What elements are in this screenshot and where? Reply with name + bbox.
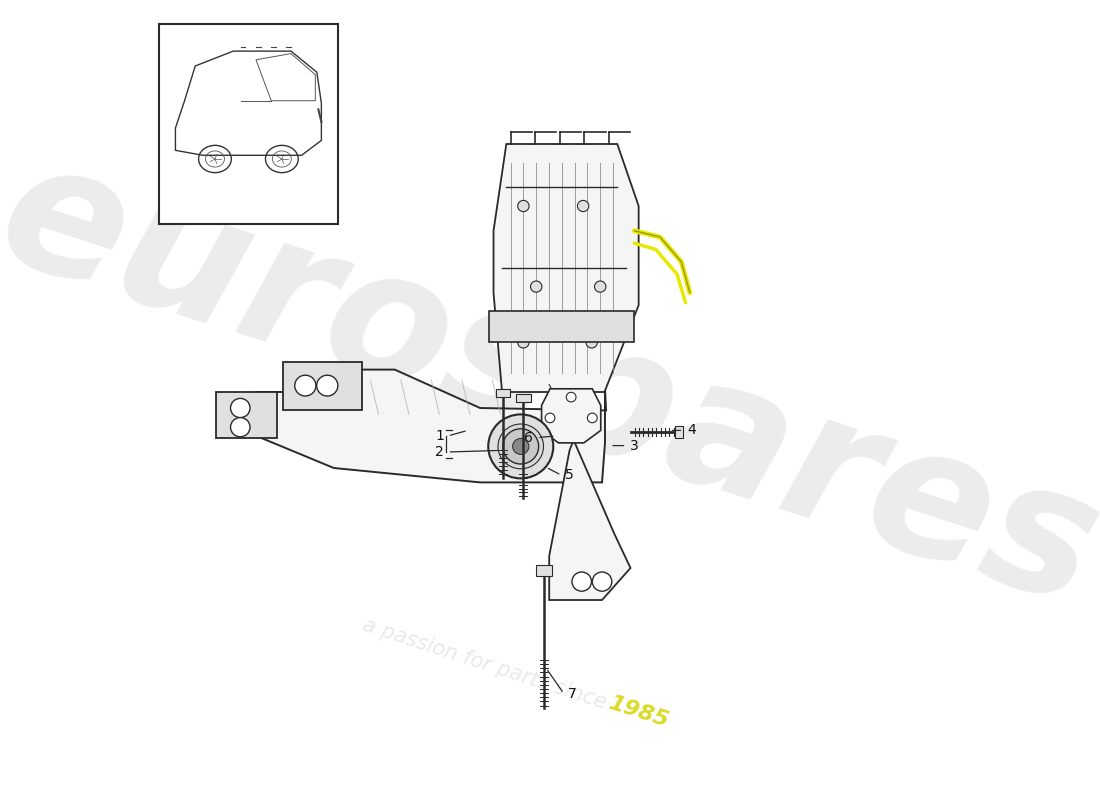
Bar — [160, 24, 338, 224]
Text: 1: 1 — [434, 429, 444, 443]
Bar — [536, 565, 552, 576]
Polygon shape — [541, 389, 601, 443]
Circle shape — [586, 337, 597, 348]
Polygon shape — [256, 370, 606, 482]
Text: a passion for parts since: a passion for parts since — [360, 615, 608, 713]
Circle shape — [498, 424, 543, 469]
Bar — [675, 426, 683, 438]
Text: 1985: 1985 — [606, 693, 671, 731]
Circle shape — [530, 281, 542, 292]
Circle shape — [594, 281, 606, 292]
Circle shape — [295, 375, 316, 396]
Circle shape — [231, 418, 250, 437]
Polygon shape — [216, 392, 277, 438]
Text: 7: 7 — [568, 686, 576, 701]
Circle shape — [513, 438, 529, 454]
Text: 3: 3 — [630, 438, 639, 453]
Bar — [516, 394, 530, 402]
Circle shape — [317, 375, 338, 396]
Text: 6: 6 — [525, 430, 533, 445]
Text: 5: 5 — [565, 468, 574, 482]
Circle shape — [231, 398, 250, 418]
Polygon shape — [284, 362, 362, 410]
Circle shape — [518, 337, 529, 348]
Circle shape — [546, 413, 554, 422]
Polygon shape — [494, 144, 639, 392]
Text: eurospares: eurospares — [0, 124, 1100, 644]
Circle shape — [587, 413, 597, 422]
Polygon shape — [490, 311, 635, 342]
Circle shape — [518, 200, 529, 212]
Circle shape — [592, 572, 612, 591]
Circle shape — [503, 429, 539, 464]
Bar — [496, 389, 510, 397]
Circle shape — [572, 572, 592, 591]
Text: 4: 4 — [688, 423, 696, 438]
Circle shape — [488, 414, 553, 478]
Text: 2: 2 — [436, 445, 443, 459]
Circle shape — [578, 200, 588, 212]
Polygon shape — [549, 440, 630, 600]
Circle shape — [566, 392, 576, 402]
